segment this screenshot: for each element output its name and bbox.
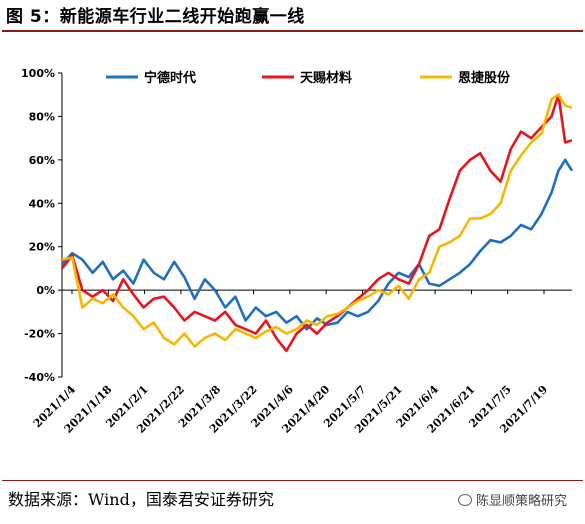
chart-title: 图 5：新能源车行业二线开始跑赢一线 [6,7,305,27]
watermark: 陈显顺策略研究 [457,490,567,509]
legend-label: 宁德时代 [144,70,196,86]
chart-legend: 宁德时代 天赐材料 恩捷股份 [106,70,511,86]
y-tick-label: 20% [29,241,55,254]
y-tick-labels: -40% -20% 0% 20% 40% 60% 80% 100% [21,67,55,384]
y-tick-label: 40% [29,197,55,210]
line-chart: -40% -20% 0% 20% 40% 60% 80% 100% 2021/1/42021/… [21,67,574,436]
footer-divider [2,480,583,481]
y-tick-label: 0% [36,284,55,297]
y-tick-label: 60% [29,154,55,167]
watermark-text: 陈显顺策略研究 [475,494,567,509]
series-line-天赐材料 [60,93,573,353]
data-source: 数据来源：Wind，国泰君安证券研究 [8,490,274,509]
series-line-恩捷股份 [61,93,573,348]
series-line-宁德时代 [61,158,574,331]
legend-label: 天赐材料 [300,70,352,86]
y-tick-label: 80% [29,110,55,123]
series-lines [60,93,574,353]
y-tick-label: -20% [24,328,55,341]
chart-axes [58,72,572,378]
x-tick-labels: 2021/1/42021/1/182021/2/12021/2/222021/3… [31,383,550,436]
y-tick-label: 100% [21,67,55,80]
wechat-icon [457,494,472,506]
title-divider [2,30,583,32]
legend-label: 恩捷股份 [458,70,511,86]
y-tick-label: -40% [24,371,55,384]
